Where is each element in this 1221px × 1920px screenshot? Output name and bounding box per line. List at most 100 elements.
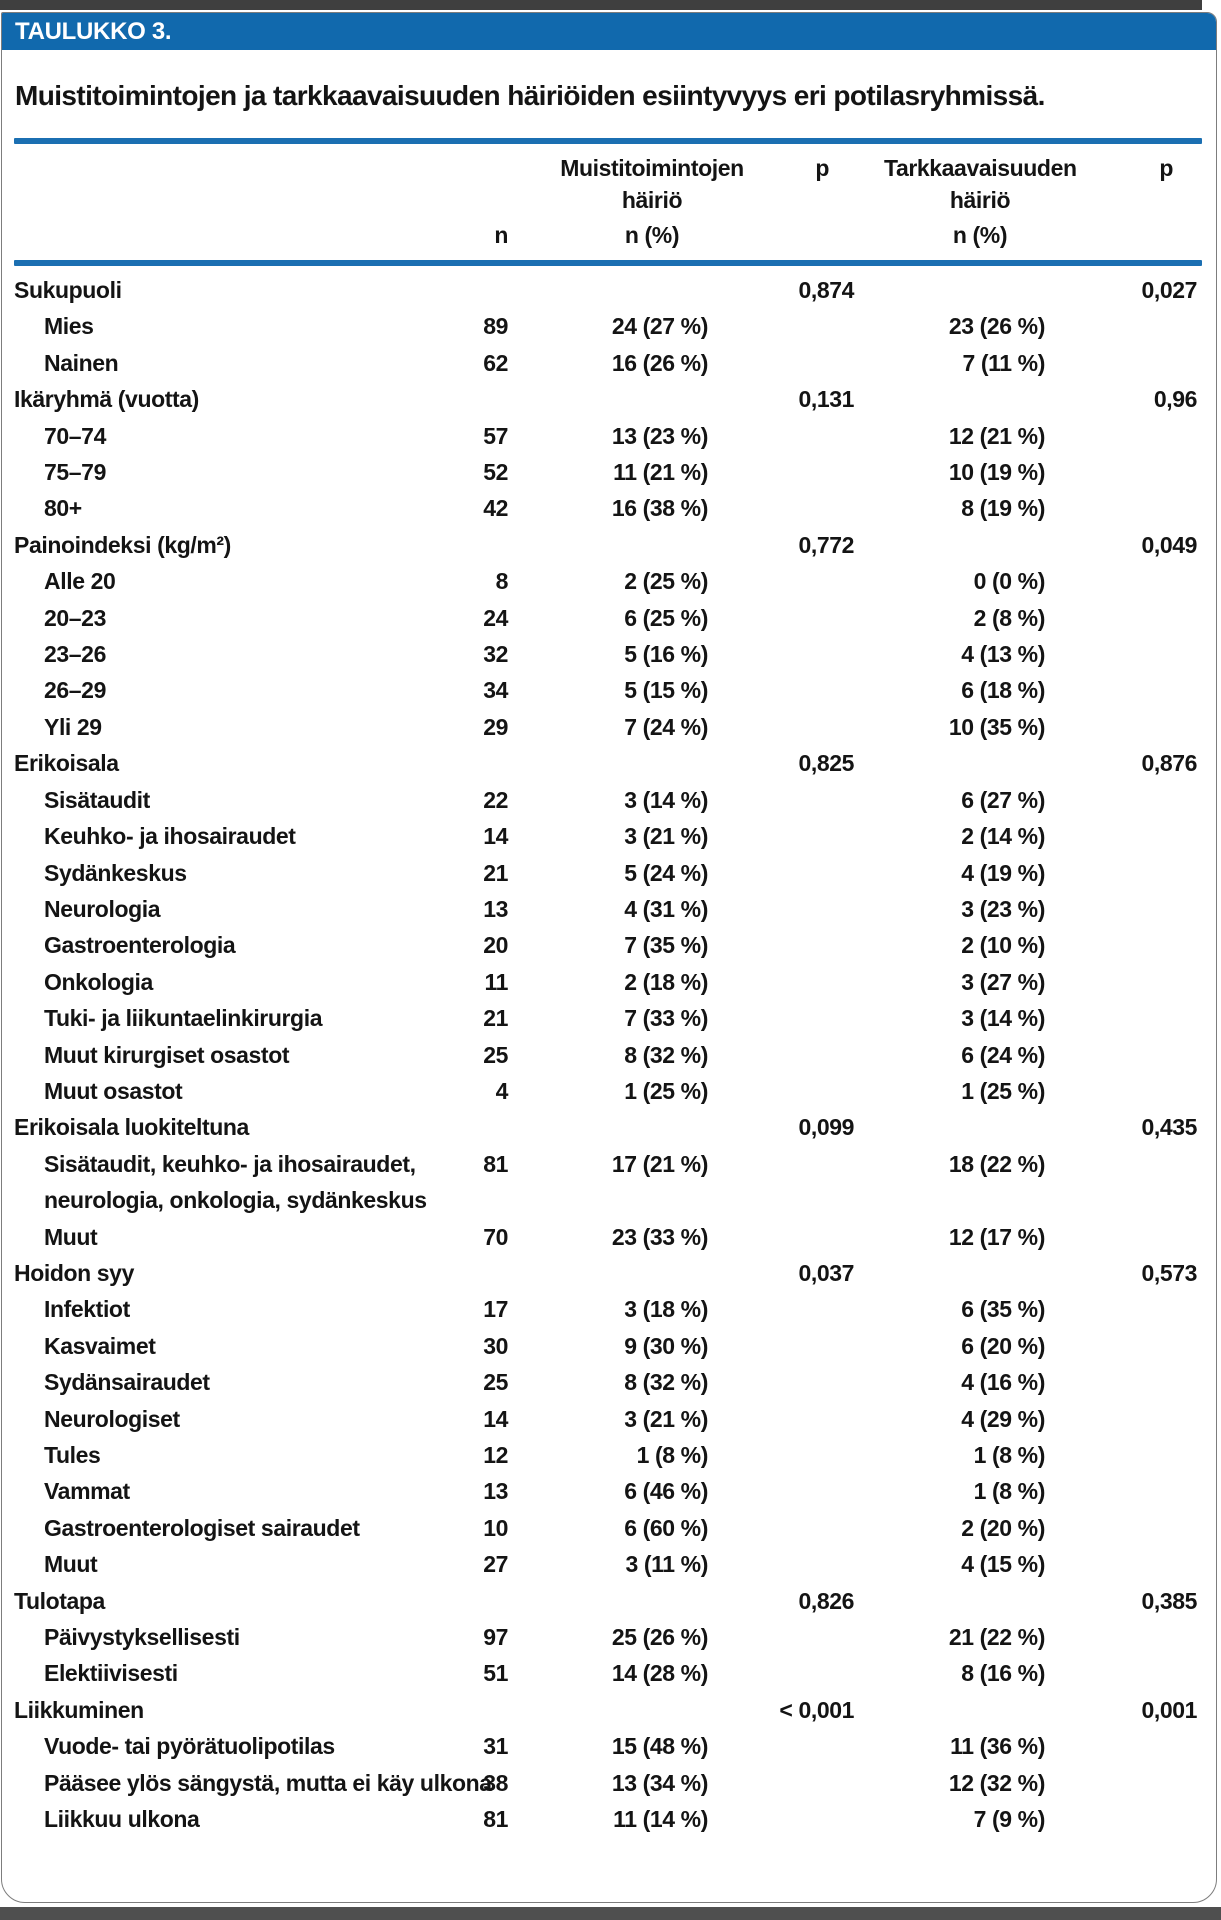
row-label: Tuki- ja liikuntaelinkirurgia [14,1000,419,1036]
header-spacer [14,184,419,216]
cell-n: 25 [483,1041,508,1068]
row-label: Onkologia [14,964,419,1000]
row-label-line: Sukupuoli [14,277,122,303]
cell-p-memory [714,1328,862,1364]
row-label-line: Infektiot [44,1296,130,1323]
row-label-line: 26–29 [44,677,106,704]
cell-p-memory [714,345,862,381]
row-label: Muut osastot [14,1073,419,1109]
table-row: Muut kirurgiset osastot 25 8 (32 %) 6 (24 %… [14,1037,1202,1073]
cell-n: 29 [483,713,508,740]
table-group-row: Sukupuoli 0,874 0,027 [14,272,1202,308]
cell-p-attention: 0,385 [1141,1587,1197,1614]
cell-n: 14 [483,1405,508,1432]
row-label-line: 20–23 [44,604,106,631]
table-row: 75–79 52 11 (21 %) 10 (19 %) [14,454,1202,490]
cell-n: 89 [483,313,508,340]
cell-n: 34 [483,677,508,704]
cell-p-memory [714,1000,862,1036]
cell-memory-npct: 7 (24 %) [624,713,708,740]
cell-attention-npct: 4 (16 %) [961,1369,1045,1396]
row-label-line: Muut kirurgiset osastot [44,1041,290,1068]
row-label: Ikäryhmä (vuotta) [14,381,419,417]
header-spacer [14,152,419,184]
row-label: Yli 29 [14,709,419,745]
cell-memory-npct: 2 (18 %) [624,968,708,995]
cell-p-attention [1054,345,1206,381]
table-row: Muut 27 3 (11 %) 4 (15 %) [14,1546,1202,1582]
table-number-label: TAULUKKO 3. [15,17,172,45]
cell-memory-npct: 6 (46 %) [624,1478,708,1505]
header-attention-line1: Tarkkaavaisuuden [884,155,1077,181]
table-number-banner: TAULUKKO 3. [2,13,1216,50]
cell-attention-npct: 8 (19 %) [961,495,1045,522]
row-label-line: Erikoisala [14,750,119,777]
row-label-line: Muut [44,1551,98,1578]
row-label: Muut [14,1219,419,1255]
cell-memory-npct: 3 (11 %) [625,1551,709,1578]
cell-p-memory [714,1146,862,1219]
row-label: Nainen [14,345,419,381]
cell-attention-npct: 1 (8 %) [973,1442,1046,1468]
row-label: Mies [14,308,419,344]
cell-p-attention [1054,818,1206,854]
cell-attention-npct [862,1109,1054,1145]
row-label: Hoidon syy [14,1255,419,1291]
table-row: Muut 70 23 (33 %) 12 (17 %) [14,1219,1202,1255]
cell-n: 8 [495,568,509,595]
cell-n [419,527,514,563]
row-label-line: Ikäryhmä (vuotta) [14,386,199,413]
cell-p-attention: 0,435 [1141,1114,1197,1141]
cell-attention-npct: 2 (14 %) [961,823,1045,850]
row-label-line: Sydänsairaudet [44,1369,210,1396]
table-row: 26–29 34 5 (15 %) 6 (18 %) [14,672,1202,708]
cell-n: 14 [483,823,508,850]
cell-attention-npct: 6 (18 %) [961,677,1045,704]
table-row: 23–26 32 5 (16 %) 4 (13 %) [14,636,1202,672]
row-label-line: Sydänkeskus [44,859,187,886]
row-label-line: Muut [44,1223,98,1250]
cell-memory-npct: 8 (32 %) [624,1041,708,1068]
cell-p-memory [714,1765,862,1801]
table-body: Sukupuoli 0,874 0,027 Mies 89 24 (27 %) 23 (26… [2,266,1216,1837]
cell-memory-npct: 5 (15 %) [624,677,708,704]
row-label-line: Nainen [44,349,119,376]
row-label-line: Erikoisala luokiteltuna [14,1114,249,1141]
cell-p-memory [714,1364,862,1400]
row-label-line: 80+ [44,495,82,522]
row-label: Keuhko- ja ihosairaudet [14,818,419,854]
row-label: Liikkuminen [14,1692,419,1728]
row-label: 23–26 [14,636,419,672]
row-label: Muut [14,1546,419,1582]
cell-n [419,381,514,417]
table-group-row: Hoidon syy 0,037 0,573 [14,1255,1202,1291]
cell-p-memory [714,855,862,891]
cell-memory-npct [514,1109,714,1145]
cell-p-memory [714,891,862,927]
cell-attention-npct: 10 (35 %) [948,713,1046,740]
cell-n: 24 [483,604,508,631]
cell-p-attention [1054,1728,1206,1764]
cell-p-attention [1054,1473,1206,1509]
table-row: Sydänkeskus 21 5 (24 %) 4 (19 %) [14,855,1202,891]
table-row: Gastroenterologia 20 7 (35 %) 2 (10 %) [14,927,1202,963]
cell-p-memory [714,490,862,526]
cell-attention-npct: 2 (10 %) [961,932,1045,959]
cell-p-attention [1054,1401,1206,1437]
row-label: Sisätaudit [14,782,419,818]
cell-memory-npct: 7 (35 %) [624,932,708,959]
cell-p-memory: 0,131 [798,386,854,413]
row-label-line: neurologia, onkologia, sydänkeskus [44,1187,427,1214]
row-label-line: Vuode- tai pyörätuolipotilas [44,1733,335,1760]
table-row: Päivystyksellisesti 97 25 (26 %) 21 (22 %) [14,1619,1202,1655]
cell-memory-npct: 17 (21 %) [611,1150,709,1177]
cell-p-memory [714,818,862,854]
row-label: Sukupuoli [14,272,419,308]
table-row: Vammat 13 6 (46 %) 1 (8 %) [14,1473,1202,1509]
cell-p-attention [1054,1655,1206,1691]
cell-p-memory: < 0,001 [779,1696,854,1723]
table-row: Keuhko- ja ihosairaudet 14 3 (21 %) 2 (14 %… [14,818,1202,854]
row-label-line: Onkologia [44,968,153,995]
row-label-line: 75–79 [44,459,106,486]
